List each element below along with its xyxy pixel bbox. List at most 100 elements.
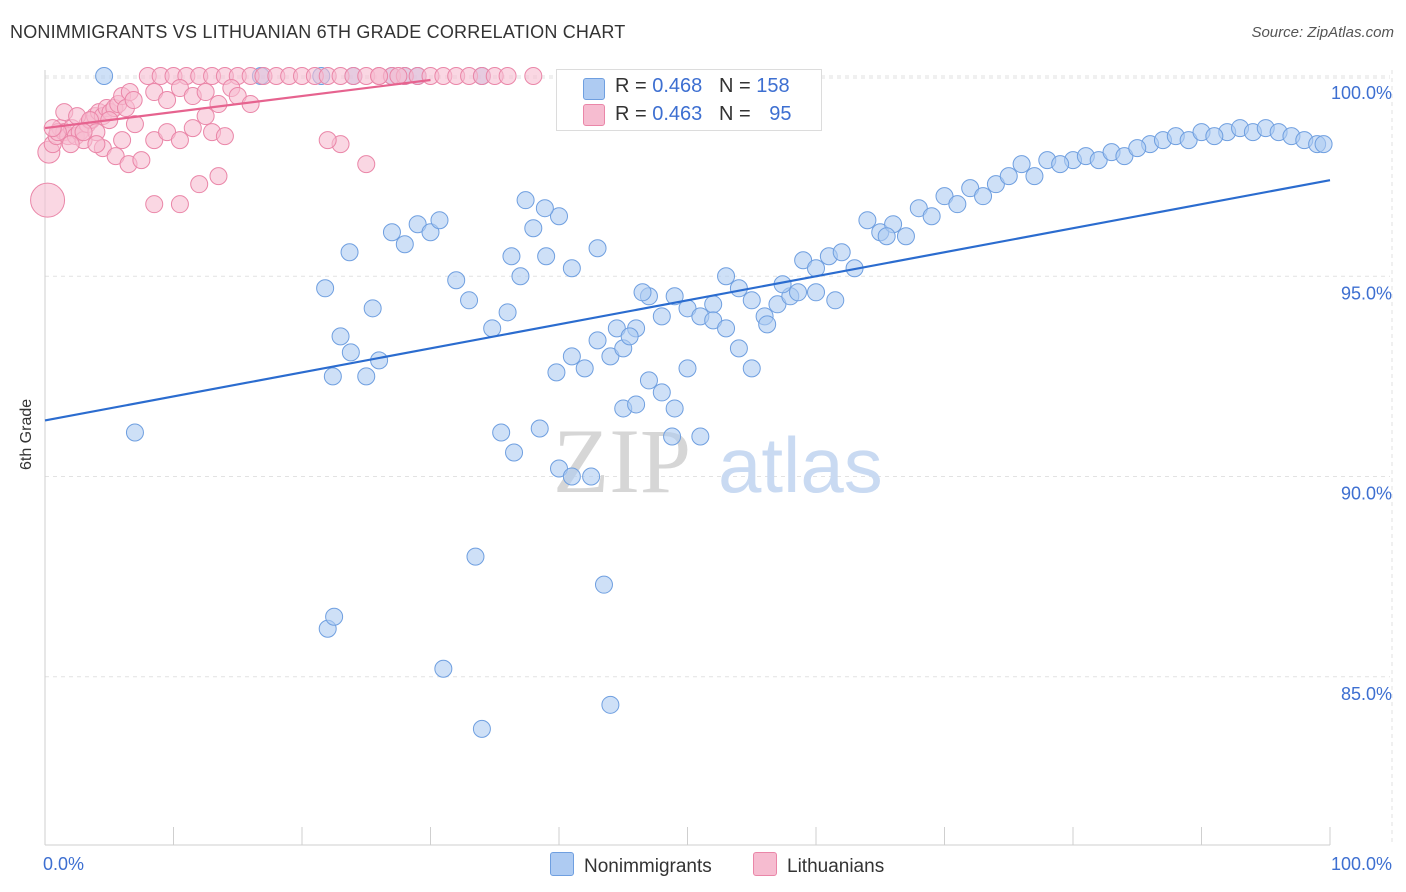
nonimmigrants-point xyxy=(472,719,491,738)
nonimmigrants-point xyxy=(691,427,710,446)
nonimmigrants-point xyxy=(502,247,521,266)
nonimmigrants-point xyxy=(511,267,530,286)
stats-row-lithuanians: R = 0.463 N = 95 xyxy=(557,102,821,130)
tick-labels: 100.0% 95.0% 90.0% 85.0% 0.0% 100.0% xyxy=(43,83,1392,874)
nonimmigrants-point xyxy=(742,359,761,378)
nonimmigrants-point xyxy=(466,547,485,566)
y-axis-label: 6th Grade xyxy=(18,398,35,470)
legend-swatch-lithuanians xyxy=(753,852,777,876)
legend-label-nonimmigrants: Nonimmigrants xyxy=(584,856,712,877)
legend-swatch-nonimmigrants xyxy=(550,852,574,876)
legend-item-nonimmigrants[interactable]: Nonimmigrants xyxy=(550,852,712,878)
nonimmigrants-point xyxy=(948,195,967,214)
nonimmigrants-point xyxy=(492,423,511,442)
nonimmigrants-point xyxy=(1205,127,1224,146)
chart-title: NONIMMIGRANTS VS LITHUANIAN 6TH GRADE CO… xyxy=(10,22,626,42)
nonimmigrants-point xyxy=(1025,167,1044,186)
lithuanians-point xyxy=(196,83,215,102)
nonimmigrants-point xyxy=(537,247,556,266)
nonimmigrants-point xyxy=(95,67,114,86)
nonimmigrants-point xyxy=(535,199,554,218)
nonimmigrants-point xyxy=(768,295,787,314)
legend-item-lithuanians[interactable]: Lithuanians xyxy=(753,852,884,878)
nonimmigrants-point xyxy=(370,351,389,370)
lithuanians-point xyxy=(183,119,202,138)
nonimmigrants-point xyxy=(550,207,568,226)
nonimmigrants-point xyxy=(832,243,851,262)
nonimmigrants-point xyxy=(588,331,607,350)
chart-source: Source: ZipAtlas.com xyxy=(1251,24,1394,41)
nonimmigrants-point xyxy=(742,291,761,310)
nonimmigrants-point xyxy=(325,607,344,626)
nonimmigrants-point xyxy=(516,191,535,210)
nonimmigrants-point xyxy=(601,695,620,714)
legend-swatch-pink xyxy=(583,104,605,126)
nonimmigrants-point xyxy=(974,187,993,206)
lithuanians-point xyxy=(389,67,408,86)
nonimmigrants-point xyxy=(340,243,359,262)
lithuanians-point xyxy=(209,95,228,114)
lithuanians-point xyxy=(318,131,337,150)
x-tick-label-start: 0.0% xyxy=(43,854,84,874)
stats-text-1: R = 0.468 N = 158 xyxy=(615,75,790,97)
nonimmigrants-point xyxy=(331,327,350,346)
nonimmigrants-point xyxy=(826,291,845,310)
nonimmigrants-point xyxy=(794,251,813,270)
nonimmigrants-point xyxy=(807,283,825,302)
r-value-1: 0.468 xyxy=(652,75,703,97)
lithuanians-point xyxy=(498,67,517,86)
lithuanians-point xyxy=(215,127,234,146)
nonimmigrants-point xyxy=(562,259,581,278)
nonimmigrants-point xyxy=(627,395,646,414)
lithuanians-point xyxy=(106,147,125,166)
lithuanians-point xyxy=(158,91,177,110)
nonimmigrants-point xyxy=(382,223,401,242)
lithuanians-point xyxy=(196,107,215,126)
nonimmigrants-point xyxy=(1314,135,1333,154)
nonimmigrants-point xyxy=(357,367,376,386)
lithuanians-point xyxy=(170,79,189,98)
nonimmigrants-point xyxy=(460,291,479,310)
lithuanians-point xyxy=(145,83,164,102)
lithuanians-point xyxy=(145,131,164,150)
legend-label-lithuanians: Lithuanians xyxy=(787,856,885,877)
nonimmigrants-point xyxy=(1051,155,1070,174)
nonimmigrants-point xyxy=(601,347,620,366)
nonimmigrants-point xyxy=(729,339,748,358)
stats-legend: R = 0.468 N = 158 R = 0.463 N = 95 xyxy=(556,69,822,131)
nonimmigrants-trend-line xyxy=(44,179,1331,422)
nonimmigrants-point xyxy=(665,287,684,306)
nonimmigrants-point xyxy=(652,383,671,402)
nonimmigrants-point xyxy=(562,347,581,366)
nonimmigrants-point xyxy=(483,319,502,338)
trend-lines xyxy=(44,78,1331,422)
nonimmigrants-point xyxy=(547,363,566,382)
nonimmigrants-point xyxy=(999,167,1018,186)
lithuanians-point xyxy=(132,151,151,170)
nonimmigrants-point xyxy=(620,327,639,346)
lithuanians-point xyxy=(113,131,132,150)
legend-swatch-blue xyxy=(583,78,605,100)
nonimmigrants-point xyxy=(594,575,613,594)
nonimmigrants-point xyxy=(789,283,808,302)
nonimmigrants-point xyxy=(639,371,658,390)
nonimmigrants-point xyxy=(909,199,928,218)
watermark: ZIP atlas xyxy=(553,410,883,512)
nonimmigrants-point xyxy=(986,175,1005,194)
lithuanians-point xyxy=(74,123,93,142)
data-points xyxy=(30,67,1333,738)
nonimmigrants-point xyxy=(704,295,723,314)
lithuanians-point xyxy=(145,195,164,214)
watermark-zip: ZIP xyxy=(553,410,691,512)
nonimmigrants-point xyxy=(1115,147,1134,166)
watermark-atlas: atlas xyxy=(718,421,883,509)
stats-row-nonimmigrants: R = 0.468 N = 158 xyxy=(557,74,821,102)
nonimmigrants-point xyxy=(729,279,748,298)
nonimmigrants-point xyxy=(935,187,954,206)
stats-text-2: R = 0.463 N = 95 xyxy=(615,103,792,125)
nonimmigrants-point xyxy=(447,271,466,290)
nonimmigrants-point xyxy=(582,467,601,486)
nonimmigrants-point xyxy=(896,227,915,246)
nonimmigrants-point xyxy=(341,343,360,362)
